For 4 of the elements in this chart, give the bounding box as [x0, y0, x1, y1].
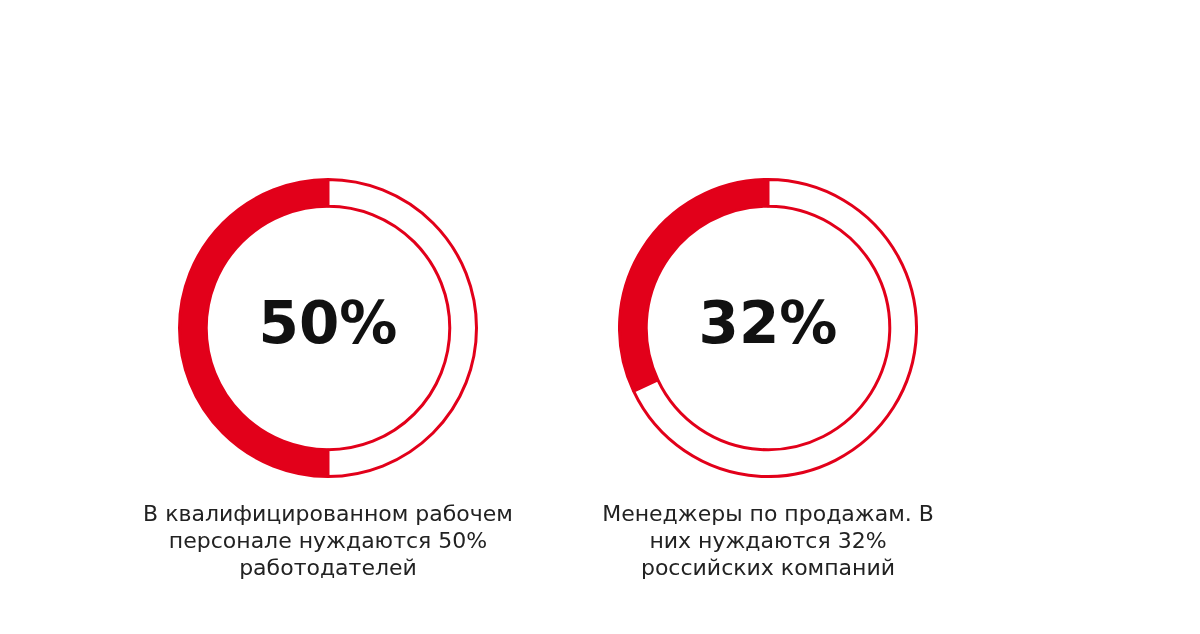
data-label: 50%: [258, 289, 398, 358]
text: В квалифицированном рабочем персонале нуждаются 50% работодателей: [143, 500, 513, 581]
data-label: 32%: [698, 289, 838, 358]
text: Менеджеры по продажам. В них нуждаются 32% российских компаний: [601, 500, 935, 581]
